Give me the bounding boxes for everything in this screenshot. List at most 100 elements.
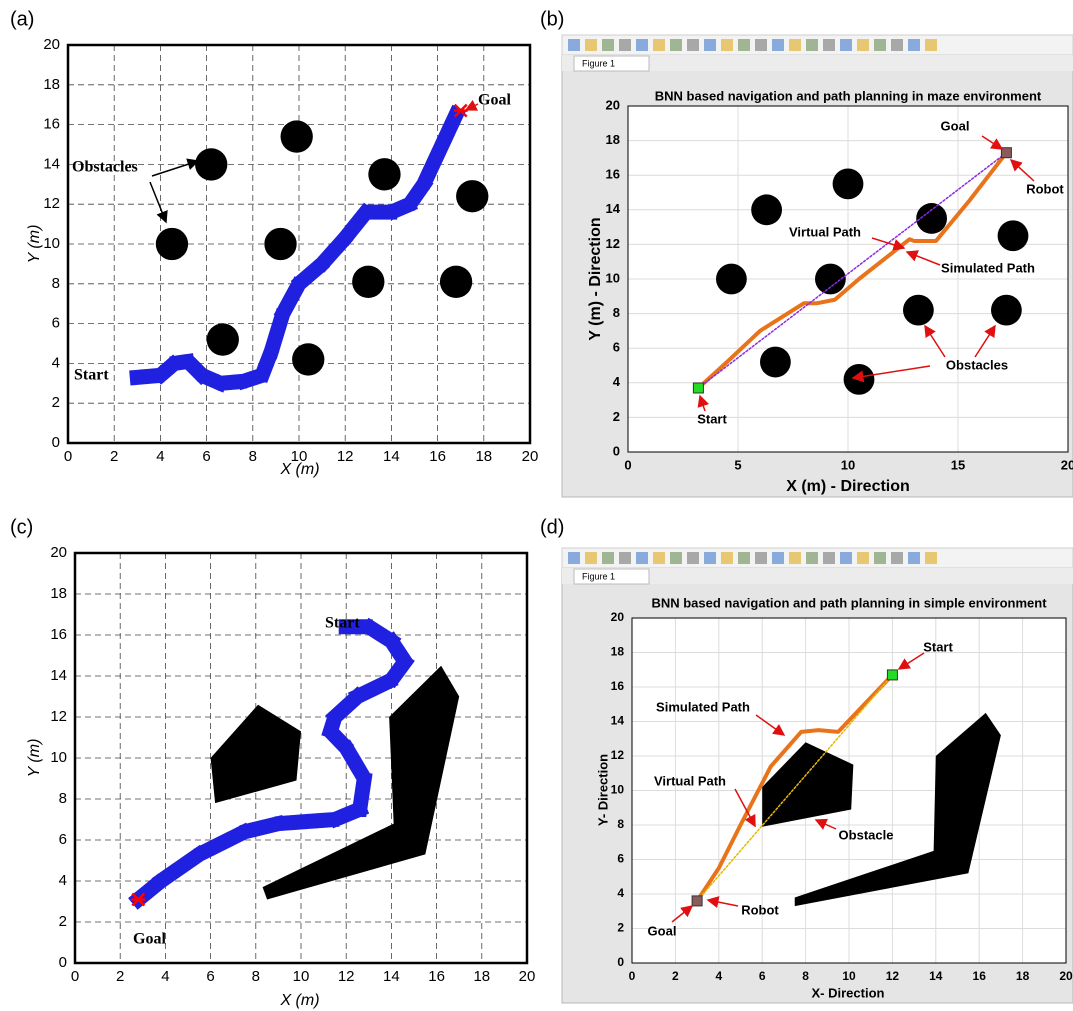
x-tick-label: 4 [156, 448, 164, 465]
x-axis-label: X- Direction [812, 985, 885, 1000]
y-axis-label: Y (m) [26, 739, 43, 778]
x-tick-label: 12 [337, 448, 354, 465]
toolbar-icon [636, 39, 648, 51]
obstacle [456, 180, 488, 212]
x-tick-label: 6 [202, 448, 210, 465]
marker [1001, 148, 1011, 158]
toolbar-icon [653, 39, 665, 51]
toolbar-icon [568, 552, 580, 564]
x-tick-label: 15 [951, 457, 965, 472]
x-tick-label: 6 [759, 969, 766, 983]
toolbar-icon [857, 552, 869, 564]
annotation: Obstacle [839, 827, 894, 842]
x-tick-label: 18 [475, 448, 492, 465]
toolbar-icon [738, 39, 750, 51]
toolbar-icon [619, 552, 631, 564]
toolbar-icon [721, 39, 733, 51]
annotation: Start [697, 411, 727, 426]
x-tick-label: 16 [973, 969, 987, 983]
toolbar-icon [772, 39, 784, 51]
toolbar-icon [840, 552, 852, 564]
y-tick-label: 8 [59, 790, 67, 807]
y-tick-label: 8 [613, 305, 620, 320]
toolbar-icon [602, 552, 614, 564]
y-tick-label: 10 [606, 270, 620, 285]
y-tick-label: 6 [617, 852, 624, 866]
y-tick-label: 6 [59, 831, 67, 848]
annotation: Goal [133, 931, 166, 948]
y-tick-label: 14 [611, 714, 625, 728]
toolbar-icon [789, 552, 801, 564]
annotation: Robot [741, 902, 779, 917]
y-tick-label: 8 [617, 817, 624, 831]
y-tick-label: 14 [606, 201, 621, 216]
toolbar-icon [891, 552, 903, 564]
x-tick-label: 8 [249, 448, 257, 465]
annotation: Obstacles [946, 357, 1008, 372]
annotation: Robot [1026, 181, 1064, 196]
annotation: Simulated Path [941, 260, 1035, 275]
obstacle [195, 148, 227, 180]
y-tick-label: 20 [43, 36, 60, 53]
y-tick-label: 18 [606, 132, 620, 147]
toolbar-icon [602, 39, 614, 51]
y-tick-label: 4 [52, 354, 60, 371]
y-tick-label: 14 [50, 667, 67, 684]
y-tick-label: 12 [43, 195, 60, 212]
x-tick-label: 20 [1059, 969, 1073, 983]
y-tick-label: 12 [50, 708, 67, 725]
obstacle [207, 323, 239, 355]
y-tick-label: 20 [50, 544, 67, 561]
x-tick-label: 10 [842, 969, 856, 983]
toolbar-icon [874, 39, 886, 51]
y-tick-label: 2 [59, 913, 67, 930]
panel-label: (c) [10, 516, 33, 538]
toolbar-icon [687, 552, 699, 564]
annotation: Obstacles [72, 159, 138, 176]
annotation: Goal [941, 118, 970, 133]
obstacle [292, 343, 324, 375]
y-tick-label: 16 [611, 679, 625, 693]
y-tick-label: 8 [52, 275, 60, 292]
toolbar-icon [823, 39, 835, 51]
obstacle [844, 364, 875, 395]
x-tick-label: 14 [383, 448, 400, 465]
toolbar-icon [755, 552, 767, 564]
annotation: Start [923, 639, 953, 654]
obstacle [903, 295, 934, 326]
toolbar-icon [585, 552, 597, 564]
y-tick-label: 18 [50, 585, 67, 602]
toolbar-icon [925, 39, 937, 51]
obstacle [352, 266, 384, 298]
toolbar-icon [619, 39, 631, 51]
x-tick-label: 14 [383, 968, 400, 985]
toolbar-icon [806, 39, 818, 51]
obstacle [833, 168, 864, 199]
y-tick-label: 14 [43, 155, 60, 172]
toolbar-icon [789, 39, 801, 51]
x-tick-label: 8 [802, 969, 809, 983]
x-axis-label: X (m) [279, 992, 319, 1009]
toolbar-icon [806, 552, 818, 564]
toolbar-icon [908, 39, 920, 51]
y-tick-label: 2 [52, 394, 60, 411]
y-tick-label: 10 [611, 783, 625, 797]
x-tick-label: 2 [116, 968, 124, 985]
annotation: Virtual Path [789, 224, 861, 239]
toolbar-icon [772, 552, 784, 564]
toolbar-icon [670, 39, 682, 51]
chart-title: BNN based navigation and path planning i… [651, 595, 1047, 610]
annotation: Start [74, 367, 109, 384]
toolbar-icon [908, 552, 920, 564]
x-tick-label: 0 [624, 457, 631, 472]
y-tick-label: 20 [611, 610, 625, 624]
y-axis-label: Y (m) [26, 225, 43, 264]
x-axis-label: X (m) - Direction [786, 478, 910, 495]
y-tick-label: 4 [613, 374, 621, 389]
tab-label: Figure 1 [582, 571, 615, 581]
marker [887, 670, 897, 680]
toolbar-icon [738, 552, 750, 564]
panel-label: (b) [540, 8, 564, 30]
y-tick-label: 0 [613, 443, 620, 458]
toolbar-icon [585, 39, 597, 51]
